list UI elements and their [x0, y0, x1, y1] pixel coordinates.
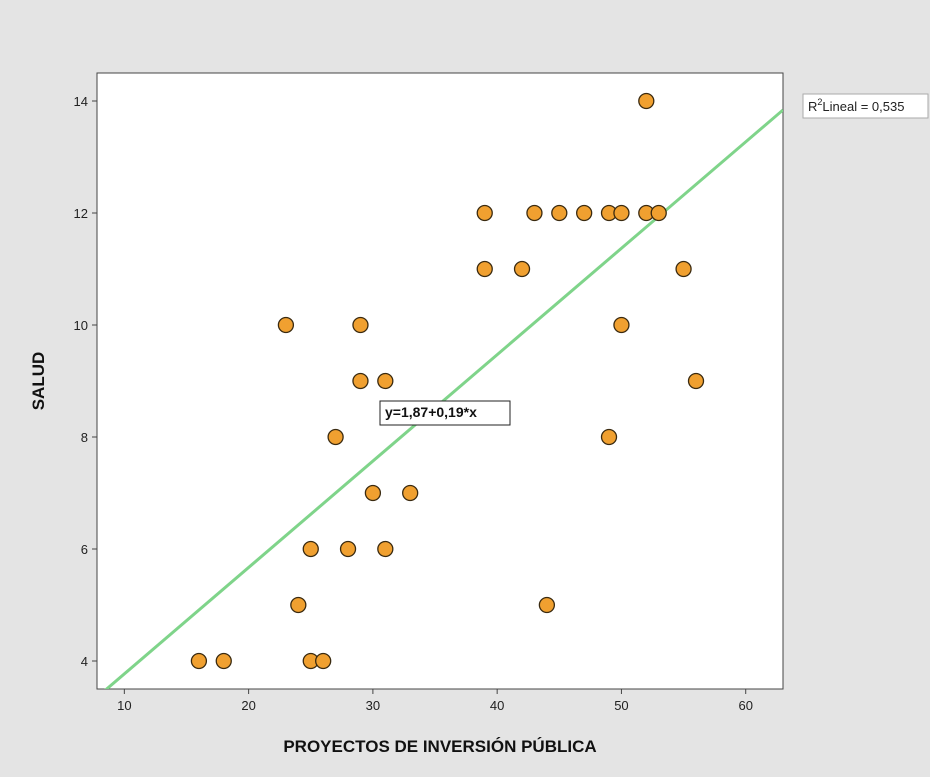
r2-prefix: R	[808, 99, 817, 114]
y-axis-ticks: 4 6 8 10 12 14	[74, 94, 97, 669]
y-tick-label: 4	[81, 654, 88, 669]
data-point	[302, 540, 319, 558]
data-point	[364, 484, 382, 502]
data-point	[476, 204, 493, 222]
data-point	[526, 204, 543, 222]
data-point	[290, 596, 307, 614]
x-tick-label: 40	[490, 698, 504, 713]
y-tick-label: 10	[74, 318, 88, 333]
fit-equation-text: y=1,87+0,19*x	[385, 404, 477, 420]
y-axis-title: SALUD	[29, 352, 48, 411]
data-point	[675, 260, 692, 278]
data-point	[315, 652, 332, 670]
data-point	[551, 204, 568, 222]
data-point	[190, 652, 208, 670]
x-axis-ticks: 10 20 30 40 50 60	[117, 689, 753, 713]
data-point	[600, 428, 618, 446]
r2-value-label: Lineal = 0,535	[822, 99, 904, 114]
fit-equation-label: y=1,87+0,19*x	[379, 400, 511, 426]
data-point	[513, 260, 531, 278]
data-point	[613, 316, 630, 334]
y-tick-label: 6	[81, 542, 88, 557]
x-tick-label: 20	[241, 698, 255, 713]
data-points	[190, 92, 705, 670]
data-point	[638, 92, 655, 110]
data-point	[576, 204, 593, 222]
x-tick-label: 10	[117, 698, 131, 713]
data-point	[215, 652, 232, 670]
x-tick-label: 30	[366, 698, 380, 713]
y-tick-label: 12	[74, 206, 88, 221]
data-point	[377, 372, 394, 390]
x-tick-label: 60	[738, 698, 752, 713]
r2-superscript: 2	[817, 97, 822, 107]
r2-legend: R2Lineal = 0,535	[802, 93, 929, 119]
data-point	[277, 316, 295, 334]
data-point	[613, 204, 630, 222]
x-tick-label: 50	[614, 698, 628, 713]
data-point	[339, 540, 357, 558]
data-point	[687, 372, 705, 390]
data-point	[352, 316, 369, 334]
data-point	[352, 372, 369, 390]
y-tick-label: 8	[81, 430, 88, 445]
data-point	[650, 204, 667, 222]
plot-area	[96, 72, 784, 690]
y-tick-label: 14	[74, 94, 88, 109]
data-point	[327, 428, 344, 446]
data-point	[402, 484, 419, 502]
data-point	[377, 540, 394, 558]
data-point	[538, 596, 556, 614]
svg-text:R2Lineal = 0,535: R2Lineal = 0,535	[808, 97, 904, 114]
data-point	[476, 260, 493, 278]
x-axis-title: PROYECTOS DE INVERSIÓN PÚBLICA	[283, 737, 596, 756]
